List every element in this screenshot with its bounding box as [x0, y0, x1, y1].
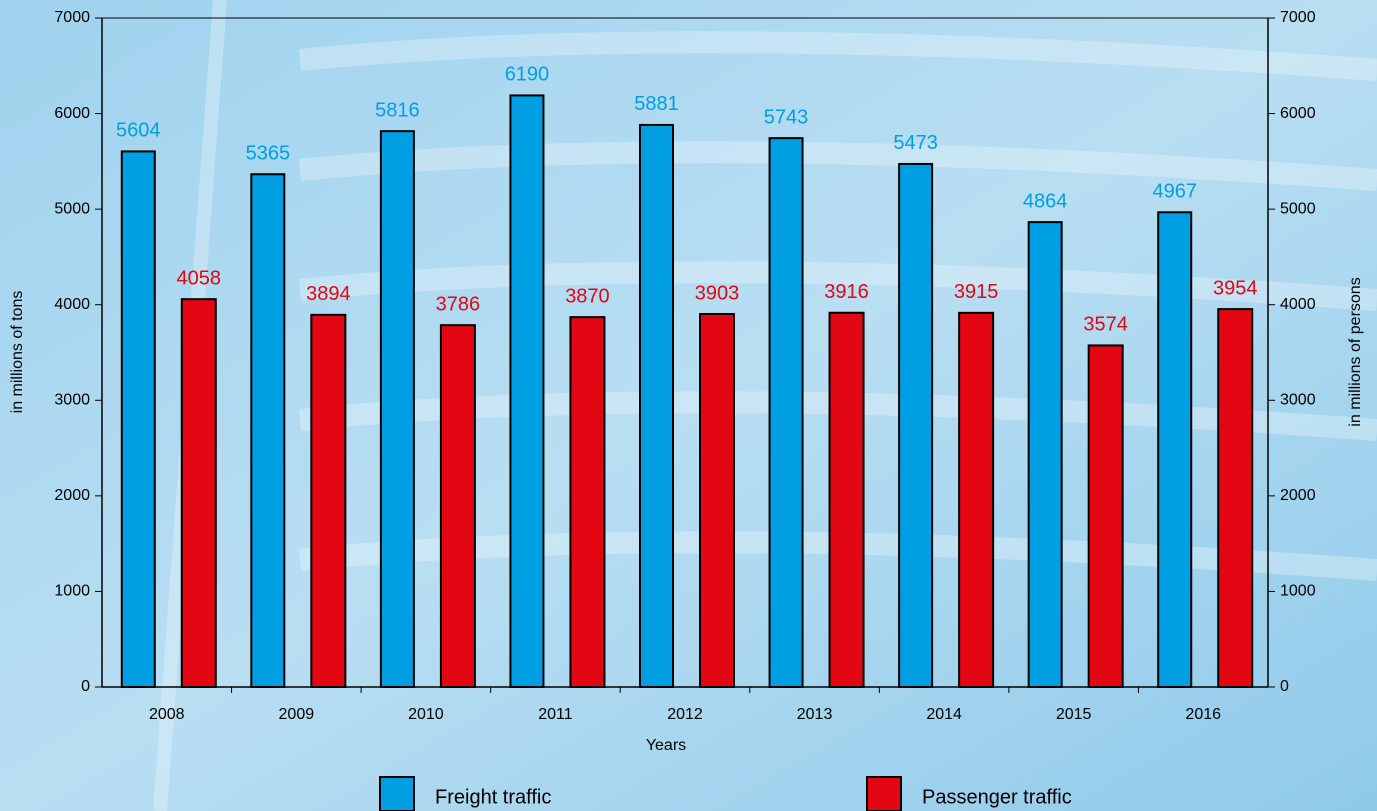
y-tick-label: 6000 [54, 105, 90, 122]
value-label: 3954 [1213, 277, 1258, 299]
y2-tick-label: 1000 [1280, 583, 1316, 600]
x-tick-label: 2010 [408, 706, 444, 723]
y2-tick-label: 4000 [1280, 296, 1316, 313]
legend-label: Passenger traffic [922, 786, 1072, 808]
legend-swatch [866, 776, 902, 811]
y2-tick-label: 6000 [1280, 105, 1316, 122]
y2-tick-label: 7000 [1280, 9, 1316, 26]
value-label: 5881 [634, 93, 679, 115]
y-tick-label: 4000 [54, 296, 90, 313]
value-label: 5604 [116, 120, 161, 142]
legend-label: Freight traffic [435, 786, 551, 808]
bar [699, 312, 735, 688]
y2-tick-label: 0 [1280, 678, 1289, 695]
bar [180, 298, 217, 688]
bar [509, 94, 545, 689]
bar [379, 130, 415, 689]
y2-tick-label: 3000 [1280, 392, 1316, 409]
bar [120, 150, 156, 688]
value-label: 3903 [695, 282, 740, 304]
bar [310, 313, 347, 688]
y-tick-label: 0 [81, 678, 90, 695]
y-tick-label: 5000 [54, 200, 90, 217]
legend-swatch [379, 776, 415, 811]
y-axis-label: in millions of tons [9, 291, 26, 414]
x-tick-label: 2012 [667, 706, 703, 723]
bar [768, 137, 804, 688]
y-tick-label: 2000 [54, 487, 90, 504]
value-label: 3786 [436, 293, 481, 315]
value-label: 4864 [1023, 190, 1068, 212]
value-label: 5365 [246, 143, 291, 165]
bar [569, 316, 606, 688]
x-tick-label: 2009 [279, 706, 315, 723]
x-tick-label: 2014 [926, 706, 962, 723]
bar [898, 162, 934, 689]
value-label: 3894 [306, 283, 351, 305]
bar [1157, 211, 1193, 688]
x-axis-label: Years [646, 737, 686, 754]
bar [439, 324, 476, 688]
bar [1087, 344, 1124, 688]
y2-axis-label: in millions of persons [1347, 277, 1364, 426]
bar [828, 311, 865, 688]
value-label: 4058 [177, 267, 222, 289]
bar [1217, 308, 1254, 688]
bar [958, 311, 995, 688]
x-tick-label: 2011 [538, 706, 573, 723]
value-label: 5816 [375, 99, 420, 121]
y2-tick-label: 5000 [1280, 200, 1316, 217]
value-label: 4967 [1152, 181, 1197, 203]
bar [250, 173, 286, 689]
value-label: 3870 [565, 285, 610, 307]
value-label: 5743 [764, 106, 809, 128]
x-tick-label: 2016 [1185, 706, 1221, 723]
x-tick-label: 2008 [149, 706, 185, 723]
y-tick-label: 7000 [54, 9, 90, 26]
x-tick-label: 2015 [1056, 706, 1092, 723]
y2-tick-label: 2000 [1280, 487, 1316, 504]
value-label: 3916 [824, 281, 869, 303]
bar [1027, 221, 1063, 688]
value-label: 3574 [1083, 314, 1128, 336]
value-label: 5473 [893, 132, 938, 154]
y-tick-label: 3000 [54, 392, 90, 409]
value-label: 6190 [505, 64, 550, 86]
value-label: 3915 [954, 281, 999, 303]
bar [639, 123, 674, 688]
y-tick-label: 1000 [54, 583, 90, 600]
x-tick-label: 2013 [797, 706, 833, 723]
